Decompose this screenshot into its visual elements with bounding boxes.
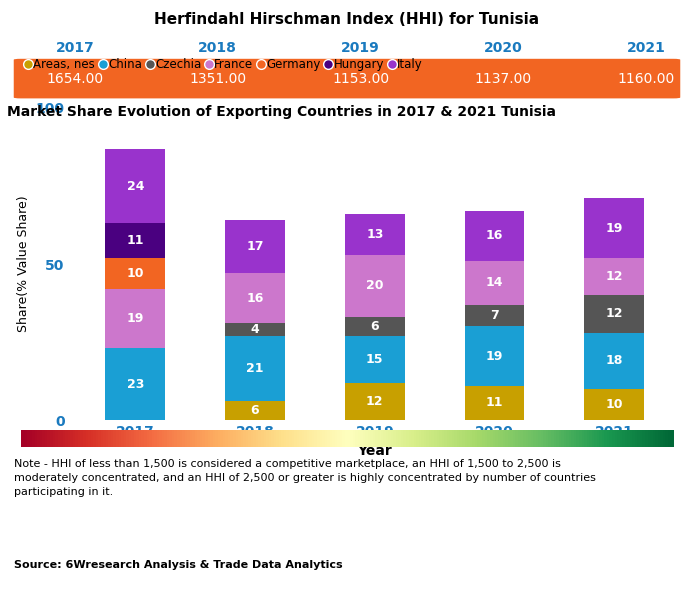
Bar — [105, 289, 165, 348]
Text: 16: 16 — [246, 292, 264, 305]
Text: 1160.00: 1160.00 — [618, 71, 675, 86]
Text: Herfindahl Hirschman Index (HHI) for Tunisia: Herfindahl Hirschman Index (HHI) for Tun… — [155, 12, 539, 27]
Text: 2017: 2017 — [56, 41, 94, 55]
Text: 19: 19 — [126, 312, 144, 325]
Text: 1351.00: 1351.00 — [189, 71, 246, 86]
Bar — [225, 323, 285, 336]
Text: 11: 11 — [486, 397, 503, 409]
Bar — [345, 254, 405, 317]
Text: 1153.00: 1153.00 — [332, 71, 389, 86]
Bar — [464, 326, 525, 386]
Bar — [105, 223, 165, 258]
Text: 6: 6 — [371, 320, 379, 333]
Text: 13: 13 — [366, 228, 384, 241]
Text: 14: 14 — [486, 276, 503, 289]
Bar — [105, 258, 165, 289]
Text: Source: 6Wresearch Analysis & Trade Data Analytics: Source: 6Wresearch Analysis & Trade Data… — [14, 560, 342, 569]
Text: 23: 23 — [126, 377, 144, 391]
Bar — [225, 220, 285, 274]
Text: 2021: 2021 — [627, 41, 666, 55]
Bar — [464, 261, 525, 305]
Bar — [584, 199, 644, 258]
Bar — [584, 332, 644, 389]
Text: Note - HHI of less than 1,500 is considered a competitive marketplace, an HHI of: Note - HHI of less than 1,500 is conside… — [14, 459, 595, 497]
Bar — [225, 401, 285, 420]
Text: 1137.00: 1137.00 — [475, 71, 532, 86]
Text: 12: 12 — [605, 270, 623, 283]
Text: 2019: 2019 — [341, 41, 380, 55]
Text: 7: 7 — [490, 309, 499, 322]
Bar — [345, 336, 405, 383]
Bar — [584, 295, 644, 332]
Text: 18: 18 — [606, 354, 623, 367]
Text: 16: 16 — [486, 229, 503, 242]
Text: 4: 4 — [251, 323, 260, 336]
Bar — [345, 383, 405, 420]
Text: 2020: 2020 — [484, 41, 523, 55]
Text: 19: 19 — [606, 221, 623, 235]
Bar — [105, 348, 165, 420]
Bar — [105, 149, 165, 223]
Text: 21: 21 — [246, 362, 264, 375]
Text: Market Share Evolution of Exporting Countries in 2017 & 2021 Tunisia: Market Share Evolution of Exporting Coun… — [7, 105, 556, 119]
Text: 12: 12 — [605, 307, 623, 320]
Text: 2018: 2018 — [198, 41, 237, 55]
Bar — [225, 274, 285, 323]
Text: 12: 12 — [366, 395, 384, 408]
Bar — [464, 305, 525, 326]
Text: 10: 10 — [126, 267, 144, 280]
Text: 1654.00: 1654.00 — [46, 71, 103, 86]
Bar — [464, 386, 525, 420]
Text: 10: 10 — [605, 398, 623, 411]
Y-axis label: Share(% Value Share): Share(% Value Share) — [17, 196, 30, 332]
Legend: Areas, nes, China, Czechia, France, Germany, Hungary, Italy: Areas, nes, China, Czechia, France, Germ… — [20, 53, 428, 76]
Bar — [345, 214, 405, 254]
FancyBboxPatch shape — [14, 59, 680, 98]
X-axis label: Year: Year — [357, 445, 392, 458]
Bar — [345, 317, 405, 336]
Bar — [584, 258, 644, 295]
Text: 17: 17 — [246, 241, 264, 253]
Bar — [584, 389, 644, 420]
Text: 11: 11 — [126, 234, 144, 247]
Text: 19: 19 — [486, 350, 503, 362]
Text: 6: 6 — [251, 404, 260, 417]
Text: 15: 15 — [366, 353, 384, 365]
Bar — [225, 336, 285, 401]
Bar — [464, 211, 525, 261]
Text: 20: 20 — [366, 280, 384, 292]
Text: 24: 24 — [126, 179, 144, 193]
